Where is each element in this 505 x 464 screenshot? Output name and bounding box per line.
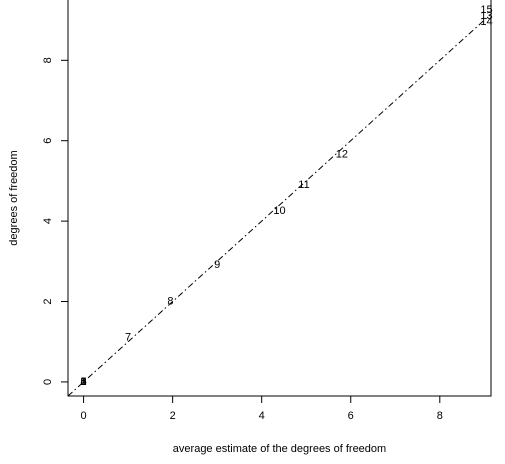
x-tick-label: 2 [170,410,176,422]
y-tick-label: 0 [42,379,54,385]
x-axis-title: average estimate of the degrees of freed… [173,443,386,455]
reference-line [67,13,492,397]
y-axis-title: degrees of freedom [8,150,20,245]
point-label: 2 [81,376,87,388]
point-label: 1 [81,376,87,388]
point-label: 3 [81,376,87,388]
point-label: 11 [298,179,309,191]
y-tick-label: 8 [42,57,54,63]
point-label: 12 [336,149,348,161]
x-tick-label: 6 [348,410,354,422]
x-tick-label: 8 [437,410,443,422]
plot-frame [67,0,492,397]
point-label: 4 [81,376,87,388]
y-tick-label: 4 [42,218,54,224]
point-label: 5 [81,376,87,388]
y-tick-label: 2 [42,298,54,304]
point-label: 7 [125,332,131,344]
point-label: 8 [167,295,173,307]
point-label: 14 [480,16,492,28]
x-tick-label: 0 [81,410,87,422]
y-tick-label: 6 [42,138,54,144]
point-label: 9 [214,259,220,271]
point-label: 15 [480,4,492,16]
point-label: 13 [480,10,492,22]
point-label: 10 [273,205,285,217]
x-tick-label: 4 [259,410,265,422]
point-label: 6 [81,376,87,388]
